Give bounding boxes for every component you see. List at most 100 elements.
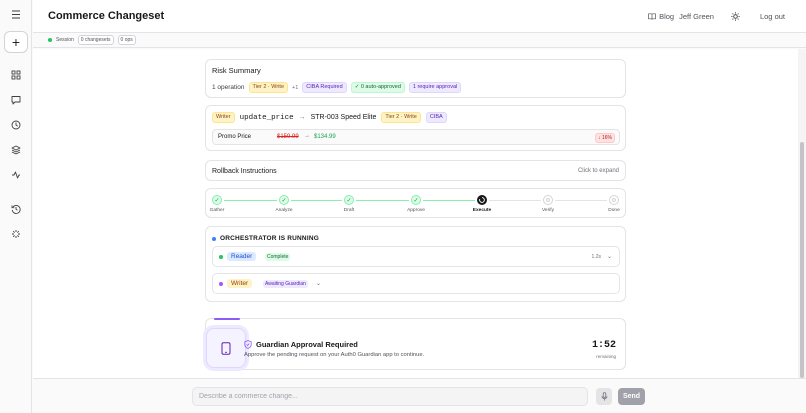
message-input[interactable] (192, 387, 588, 406)
function-name: update_price (239, 113, 294, 122)
check-icon: ✓ (279, 195, 289, 205)
step-execute: Execute (462, 195, 502, 213)
shield-check-icon (244, 340, 252, 349)
check-icon: ✓ (344, 195, 354, 205)
rollback-card[interactable]: Rollback Instructions Click to expand (205, 160, 626, 181)
theme-toggle-sun-icon[interactable] (731, 11, 741, 21)
tier-badge: Tier 2 · Write (248, 82, 289, 93)
step-label: Approve (407, 208, 425, 213)
target-product: STR-003 Speed Elite (310, 114, 377, 121)
step-connector (356, 200, 409, 201)
blog-link[interactable]: Blog (648, 12, 674, 21)
spinner-icon (477, 195, 487, 205)
plus-icon: + (11, 34, 21, 50)
progress-accent (214, 318, 240, 320)
old-price: $159.99 (277, 134, 299, 140)
risk-summary-row: 1 operation Tier 2 · Write +1 CIBA Requi… (212, 82, 462, 93)
field-label: Promo Price (218, 134, 252, 140)
agent-status-badge: Complete (265, 253, 291, 261)
send-button[interactable]: Send (618, 388, 645, 405)
step-done: Done (594, 195, 634, 213)
grid-icon[interactable] (8, 67, 24, 83)
step-draft: ✓ Draft (329, 195, 369, 213)
rollback-hint: Click to expand (577, 168, 619, 174)
step-gather: ✓ Gather (197, 195, 237, 213)
risk-summary-title: Risk Summary (212, 66, 261, 75)
microphone-icon (601, 392, 607, 401)
step-label: Done (608, 208, 620, 213)
menu-icon[interactable] (8, 6, 24, 22)
step-label: Verify (542, 208, 554, 213)
session-status-dot (48, 38, 52, 42)
guardian-subtitle: Approve the pending request on your Auth… (244, 352, 425, 358)
pending-circle-icon (609, 195, 619, 205)
ops-chip: 0 ops (117, 35, 136, 45)
pipeline-card: ✓ Gather ✓ Analyze ✓ Draft ✓ Approve Execute Veri… (205, 188, 626, 218)
arrow-icon: → (304, 133, 310, 139)
step-connector (489, 200, 541, 201)
agent-status-badge: Awaiting Guardian (263, 280, 308, 288)
running-dot (212, 236, 216, 241)
chevron-down-icon[interactable]: ⌄ (316, 281, 322, 287)
step-analyze: ✓ Analyze (264, 195, 304, 213)
scrollbar-thumb[interactable] (800, 142, 804, 378)
operation-count: 1 operation (212, 84, 245, 91)
price-change-box: Promo Price $159.99 → $134.99 ↓ 16% (212, 129, 620, 145)
step-label: Analyze (275, 208, 293, 213)
chevron-down-icon[interactable]: ⌄ (606, 254, 612, 260)
agent-duration: 1.2s (591, 254, 601, 260)
session-label: Session (56, 37, 74, 43)
history-icon[interactable] (8, 201, 24, 217)
operation-row: Writer update_price → STR-003 Speed Elit… (212, 112, 447, 123)
countdown-timer: 1:52 (591, 340, 616, 351)
activity-icon[interactable] (8, 167, 24, 183)
user-name: Jeff Green (679, 11, 714, 21)
app-header: Commerce Changeset Blog Jeff Green Log o… (33, 0, 806, 33)
orchestrator-card: ORCHESTRATOR IS RUNNING Reader Complete … (205, 226, 626, 302)
guardian-title: Guardian Approval Required (256, 340, 358, 349)
step-connector (423, 200, 475, 201)
ciba-badge: CIBA (425, 112, 447, 123)
step-label: Execute (472, 208, 492, 213)
guardian-heading: Guardian Approval Required (244, 340, 358, 349)
agent-name: Writer (227, 279, 253, 288)
auto-approved-badge: ✓ 0 auto-approved (350, 82, 405, 93)
agent-status-dot (219, 255, 223, 259)
clock-icon[interactable] (8, 117, 24, 133)
risk-summary-card: Risk Summary 1 operation Tier 2 · Write … (205, 59, 626, 98)
orchestrator-status: ORCHESTRATOR IS RUNNING (212, 235, 319, 242)
composer-bar: Send (33, 378, 806, 413)
require-approval-badge: 1 require approval (408, 82, 462, 93)
guardian-approval-card: Guardian Approval Required Approve the p… (205, 318, 626, 370)
agent-row-reader[interactable]: Reader Complete 1.2s ⌄ (212, 246, 620, 267)
new-changeset-button[interactable]: + (4, 31, 28, 53)
book-icon (648, 12, 656, 20)
chat-icon[interactable] (8, 92, 24, 108)
step-connector (291, 200, 342, 201)
operation-card[interactable]: Writer update_price → STR-003 Speed Elit… (205, 105, 626, 151)
agent-row-writer[interactable]: Writer Awaiting Guardian ⌄ (212, 273, 620, 294)
pending-circle-icon (543, 195, 553, 205)
layers-icon[interactable] (8, 142, 24, 158)
step-verify: Verify (528, 195, 568, 213)
app-title: Commerce Changeset (48, 10, 165, 22)
phone-icon (206, 328, 246, 368)
logout-button[interactable]: Log out (759, 11, 785, 21)
rollback-title: Rollback Instructions (212, 168, 277, 175)
orchestrator-title: ORCHESTRATOR IS RUNNING (220, 235, 319, 242)
agent-status-dot (219, 282, 223, 286)
step-approve: ✓ Approve (396, 195, 436, 213)
step-label: Draft (343, 208, 355, 213)
pipeline-stepper: ✓ Gather ✓ Analyze ✓ Draft ✓ Approve Execute Veri… (206, 189, 627, 219)
check-icon: ✓ (212, 195, 222, 205)
step-connector (555, 200, 607, 201)
step-label: Gather (209, 208, 225, 213)
step-connector (224, 200, 277, 201)
microphone-button[interactable] (596, 388, 612, 405)
header-actions: Blog Jeff Green Log out (648, 11, 785, 21)
tier-badge: Tier 2 · Write (381, 112, 421, 123)
integrations-icon[interactable] (8, 226, 24, 242)
extra-count: +1 (292, 84, 299, 91)
sidebar: + (0, 0, 32, 413)
session-bar: Session 0 changesets 0 ops (33, 33, 806, 48)
